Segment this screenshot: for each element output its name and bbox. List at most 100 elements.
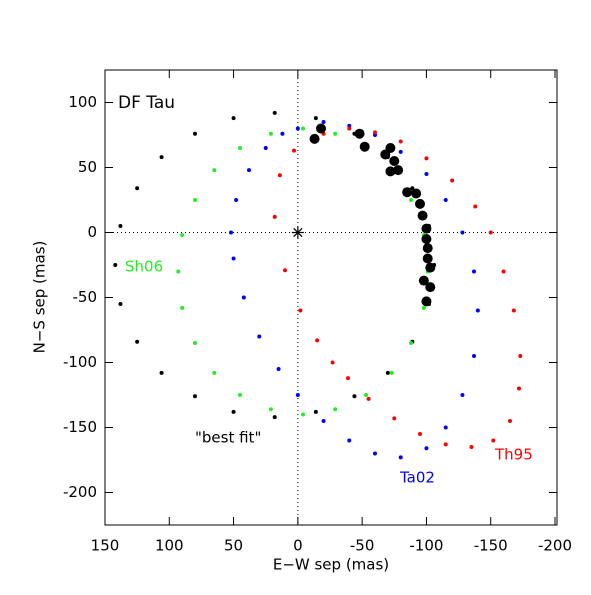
orbit-dot (159, 155, 164, 160)
x-tick-label: 100 (155, 537, 184, 555)
observed-point (417, 210, 428, 221)
orbit-dot (409, 198, 413, 202)
orbit-dot (180, 233, 185, 238)
x-tick-label: -150 (474, 537, 508, 555)
orbit-dot (159, 370, 164, 375)
orbit-dot (135, 186, 140, 191)
y-tick-label: -150 (63, 418, 97, 436)
orbit-dot (517, 386, 521, 391)
observed-point (385, 143, 396, 153)
orbit-dot (398, 139, 403, 144)
orbit-dot (398, 455, 403, 460)
orbit-dot (241, 295, 246, 300)
orbit-dot (298, 308, 303, 313)
orbit-dot (229, 230, 233, 235)
observed-point (425, 262, 436, 273)
orbit-dot (443, 442, 448, 447)
orbit-dot (501, 269, 506, 274)
series-label: Th95 (494, 446, 533, 464)
orbit-dot (193, 341, 197, 345)
orbit-dot (469, 445, 474, 449)
x-tick-label: -100 (409, 537, 443, 555)
orbit-dot (366, 396, 371, 401)
observed-point (385, 166, 396, 177)
orbit-dot (472, 269, 476, 274)
orbit-dot (347, 126, 352, 131)
orbit-dot (475, 308, 480, 313)
orbit-dot (280, 131, 285, 136)
orbit-dot (511, 308, 516, 313)
observed-point (421, 223, 432, 234)
observed-point (421, 296, 432, 307)
orbit-dot (272, 415, 277, 420)
orbit-dot (272, 214, 277, 219)
orbit-dot (488, 230, 493, 235)
orbit-dot (321, 120, 326, 124)
orbit-dot (321, 419, 326, 423)
x-tick-label: 150 (91, 537, 120, 555)
observed-point (418, 275, 429, 286)
orbit-dot (268, 131, 273, 136)
orbit-dot (443, 198, 448, 202)
primary-star (293, 227, 303, 238)
orbit-dot (313, 116, 318, 121)
orbit-dot (333, 407, 338, 412)
observed-point (389, 156, 400, 166)
orbit-dot (176, 269, 181, 274)
orbit-dot (443, 425, 448, 430)
orbit-dot (247, 168, 251, 173)
orbit-dot (113, 263, 118, 267)
y-tick-label: -200 (63, 483, 97, 501)
orbit-dot (135, 339, 140, 344)
orbit-dot (364, 393, 368, 397)
orbit-dot (238, 146, 242, 150)
x-axis-label: E−W sep (mas) (273, 556, 389, 574)
orbit-dot (193, 394, 197, 399)
x-tick-label: 0 (293, 537, 303, 555)
orbit-dot (424, 172, 429, 176)
orbit-dot (389, 370, 394, 375)
orbit-dot (398, 149, 403, 154)
orbit-dot (346, 376, 350, 381)
series-label: "best fit" (195, 429, 261, 447)
orbit-dot (473, 204, 478, 209)
orbit-dot (315, 338, 320, 343)
x-tick-label: -200 (538, 537, 572, 555)
orbit-dot (283, 268, 287, 273)
y-tick-label: 100 (68, 93, 97, 111)
orbit-dot (234, 198, 239, 202)
orbit-dot (330, 360, 335, 365)
orbit-dot (231, 116, 236, 121)
observed-point (359, 141, 370, 152)
orbit-dot (231, 409, 236, 414)
orbit-dot (292, 148, 296, 153)
observed-point (422, 243, 433, 254)
observed-point (415, 198, 425, 209)
orbit-dot (424, 156, 429, 161)
orbit-dot (238, 393, 242, 397)
orbit-dot (385, 370, 390, 375)
orbit-dot (212, 168, 217, 173)
observed-point (425, 282, 436, 293)
observed-point (354, 128, 365, 139)
orbit-dot (418, 432, 422, 436)
orbit-dot (180, 305, 185, 310)
orbit-dot (491, 438, 496, 443)
orbit-dot (410, 186, 415, 191)
x-tick-label: -50 (350, 537, 375, 555)
orbit-dot (373, 130, 377, 135)
orbit-dot (421, 305, 426, 310)
observed-point (411, 188, 422, 199)
orbit-dot (118, 302, 123, 306)
orbit-dot (460, 393, 465, 397)
orbit-dot (472, 354, 476, 358)
orbit-dot (392, 416, 397, 421)
plot-frame (104, 69, 558, 526)
orbit-dot (193, 198, 197, 202)
orbit-dot (313, 409, 318, 414)
observed-point (309, 133, 320, 144)
orbit-dot (212, 370, 217, 375)
orbit-dot (352, 394, 357, 399)
observed-point (421, 234, 432, 244)
